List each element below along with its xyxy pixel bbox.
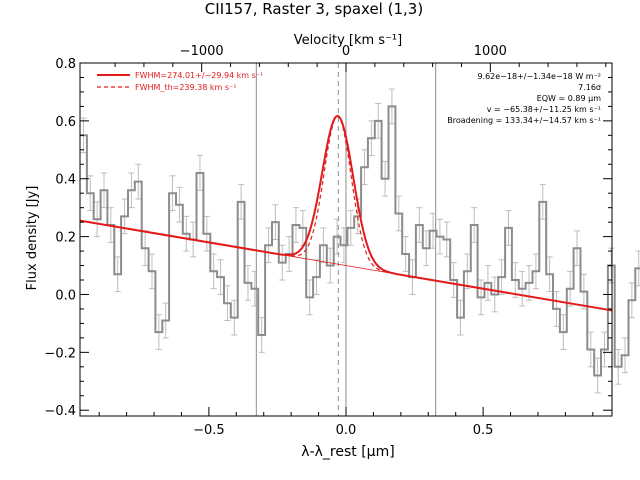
top-tick-label: 0 xyxy=(342,44,350,59)
y-tick-label: 0.4 xyxy=(55,173,76,188)
y-tick-label: 0.6 xyxy=(55,115,76,130)
x-tick-label: −0.5 xyxy=(193,423,225,438)
x-tick-label: 0.0 xyxy=(336,423,357,438)
x-tick-label: 0.5 xyxy=(473,423,494,438)
continuum-thin xyxy=(277,253,401,276)
continuum-left xyxy=(79,219,284,256)
y-tick-label: 0.0 xyxy=(55,288,76,303)
top-tick-label: 1000 xyxy=(474,44,507,59)
legend-label-fwhm: FWHM=274.01+/−29.94 km s⁻¹ xyxy=(135,71,263,80)
legend-label-fwhm-th: FWHM_th=239.38 km s⁻¹ xyxy=(135,83,236,92)
annotation-broadening: Broadening = 133.34+/−14.57 km s⁻¹ xyxy=(447,116,601,125)
annotation-eqw: EQW = 0.89 μm xyxy=(537,94,601,103)
y-tick-label: 0.2 xyxy=(55,231,76,246)
y-tick-label: −0.2 xyxy=(44,346,76,361)
fit-annotations: 9.62e−18+/−1.34e−18 W m⁻² 7.16σ EQW = 0.… xyxy=(447,72,601,125)
spectrum-line xyxy=(80,105,640,377)
top-tick-label: −1000 xyxy=(180,44,224,59)
top-axis-label: Velocity [km s⁻¹] xyxy=(294,33,402,48)
y-tick-label: 0.8 xyxy=(55,57,76,72)
chart-title: CII157, Raster 3, spaxel (1,3) xyxy=(205,0,423,18)
x-axis-label: λ-λ_rest [μm] xyxy=(301,444,394,460)
gaussian-fit-th xyxy=(291,115,388,273)
y-axis-label: Flux density [Jy] xyxy=(25,186,40,291)
continuum-right xyxy=(395,272,613,312)
y-tick-label: −0.4 xyxy=(44,404,76,419)
gaussian-fit xyxy=(282,114,396,275)
legend: FWHM=274.01+/−29.94 km s⁻¹ FWHM_th=239.3… xyxy=(97,71,263,92)
annotation-line-flux: 9.62e−18+/−1.34e−18 W m⁻² xyxy=(477,72,601,81)
annotation-significance: 7.16σ xyxy=(578,83,601,92)
annotation-velocity: v = −65.38+/−11.25 km s⁻¹ xyxy=(487,105,601,114)
